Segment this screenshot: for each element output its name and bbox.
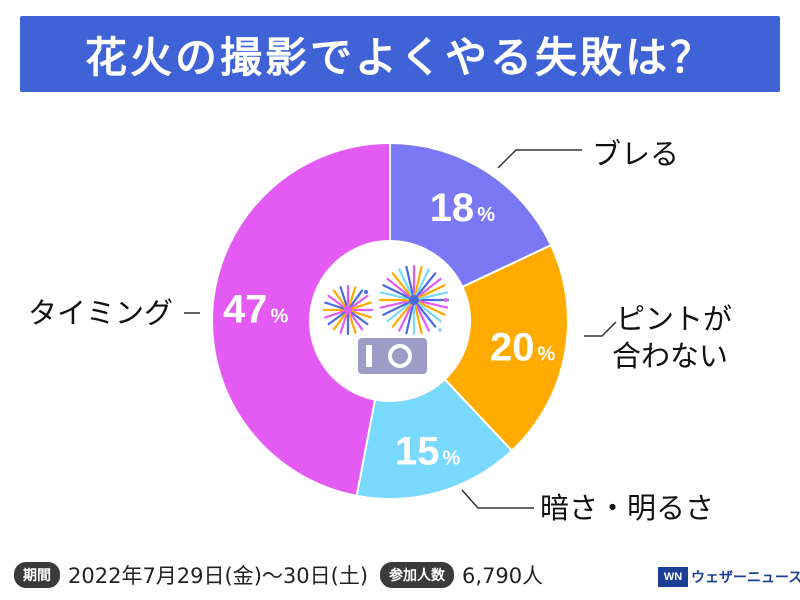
callout-pinto-line2: 合わない xyxy=(612,339,729,373)
slice-value-1: 20 xyxy=(490,325,535,369)
slice-value-label-2: 15% xyxy=(395,430,461,474)
chart-center xyxy=(322,253,458,389)
slice-value-label-3: 47% xyxy=(223,287,288,331)
slice-unit-1: % xyxy=(537,343,555,365)
camera-icon xyxy=(358,338,427,374)
pie-slice-0 xyxy=(389,141,553,289)
leader-line-kurasa xyxy=(461,489,534,509)
slice-value-3: 47 xyxy=(223,287,268,331)
participants-value: 6,790人 xyxy=(462,564,544,588)
callout-timing: タイミング xyxy=(28,296,174,330)
footer: 期間 2022年7月29日(金)〜30日(土) 参加人数 6,790人 xyxy=(14,560,555,590)
slice-unit-0: % xyxy=(477,204,495,226)
callout-pinto-line1: ピントが xyxy=(616,302,733,336)
page-title: 花火の撮影でよくやる失敗は？ xyxy=(84,32,715,82)
leader-line-pinto xyxy=(584,321,617,337)
callout-bureru: ブレる xyxy=(592,137,680,171)
weathernews-logo: WN xyxy=(658,567,688,587)
period-badge: 期間 xyxy=(14,562,60,588)
brand-name: ウェザーニュース xyxy=(691,570,800,586)
slice-value-0: 18 xyxy=(430,186,475,230)
fireworks-icon xyxy=(322,264,450,342)
leader-line-bureru xyxy=(497,149,582,169)
pie-slices xyxy=(211,141,569,500)
slice-value-labels: 18 %20 %15 %47% xyxy=(223,186,556,474)
pie-slice-3 xyxy=(211,141,391,498)
slice-value-label-0: 18% xyxy=(430,186,496,230)
callout-leader-lines xyxy=(184,149,617,509)
slice-unit-3: % xyxy=(270,305,288,327)
title-bar: 花火の撮影でよくやる失敗は？ xyxy=(20,16,780,92)
slice-unit-2: % xyxy=(443,448,461,470)
pie-slice-1 xyxy=(443,243,569,453)
callout-kurasa: 暗さ・明るさ xyxy=(540,491,715,525)
brand: WN ウェザーニュース xyxy=(658,567,800,587)
participants-badge: 参加人数 xyxy=(380,562,455,588)
slice-value-label-1: 20% xyxy=(490,325,556,369)
pie-slice-2 xyxy=(355,377,514,500)
period-value: 2022年7月29日(金)〜30日(土) xyxy=(68,564,369,588)
slice-value-2: 15 xyxy=(395,430,440,474)
